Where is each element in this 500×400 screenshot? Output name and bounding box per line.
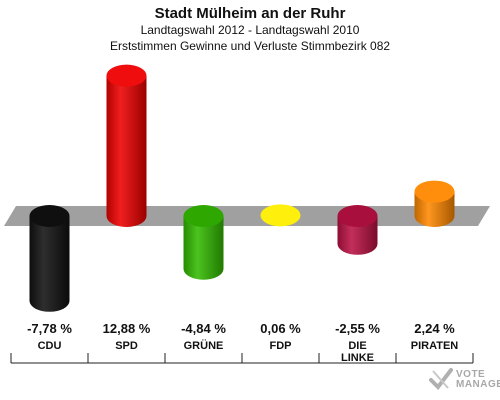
- value-label: -2,55 %: [335, 321, 380, 336]
- value-label: -7,78 %: [27, 321, 72, 336]
- watermark-line-1: VOTE: [456, 369, 486, 380]
- bar-bottom-cap: [29, 289, 70, 312]
- category-label: PIRATEN: [411, 340, 459, 352]
- category-label-line: GRÜNE: [184, 339, 224, 352]
- category-label: GRÜNE: [184, 339, 224, 352]
- watermark-line-2: MANAGER: [456, 379, 500, 390]
- bar-body: [106, 75, 147, 216]
- category-label-line: SPD: [115, 340, 138, 352]
- bar-top-cap: [337, 205, 378, 227]
- value-label: -4,84 %: [181, 321, 226, 336]
- category-label-line: DIE: [348, 340, 366, 352]
- bar-die-linke: [337, 205, 378, 255]
- bar-bottom-cap: [183, 257, 224, 280]
- bar-bottom-cap: [337, 232, 378, 255]
- bar-piraten: [414, 180, 455, 227]
- category-label: FDP: [270, 340, 292, 352]
- chart-subtitle-election: Landtagswahl 2012 - Landtagswahl 2010: [140, 23, 360, 37]
- category-label-line: CDU: [38, 340, 62, 352]
- bar-cdu: [29, 205, 70, 312]
- category-label-line: PIRATEN: [411, 340, 459, 352]
- bar-top-cap: [29, 205, 70, 227]
- category-label: DIE LINKE: [341, 340, 374, 364]
- bar-top-cap: [106, 64, 147, 87]
- bar-fdp: [260, 204, 301, 227]
- category-label-line: FDP: [270, 340, 292, 352]
- bar-top-cap: [414, 180, 455, 203]
- bars-group: [29, 64, 455, 312]
- vote-manager-watermark: VOTE MANAGER: [428, 366, 500, 396]
- bar-gr-ne: [183, 205, 224, 280]
- category-axis: CDU SPD GRÜNE FDP DIE LINKE PIRATEN: [10, 339, 474, 364]
- category-label: SPD: [115, 340, 138, 352]
- bar-spd: [106, 64, 147, 227]
- bar-top-cap: [260, 204, 301, 227]
- bar-bottom-cap: [414, 205, 455, 227]
- chart-title: Stadt Mülheim an der Ruhr: [154, 5, 346, 22]
- bar-top-cap: [183, 205, 224, 227]
- chart-subtitle-district: Erststimmen Gewinne und Verluste Stimmbe…: [109, 39, 391, 53]
- value-label: 12,88 %: [103, 321, 151, 336]
- category-label: CDU: [38, 340, 62, 352]
- bar-bottom-cap: [106, 205, 147, 227]
- value-label: 0,06 %: [260, 321, 301, 336]
- checkmark-cross-icon: [429, 368, 453, 391]
- value-labels-group: -7,78 % 12,88 % -4,84 % 0,06 % -2,55 % 2,24 %: [27, 321, 455, 336]
- bar-body: [29, 216, 70, 301]
- category-label-line: LINKE: [341, 352, 374, 364]
- value-label: 2,24 %: [414, 321, 455, 336]
